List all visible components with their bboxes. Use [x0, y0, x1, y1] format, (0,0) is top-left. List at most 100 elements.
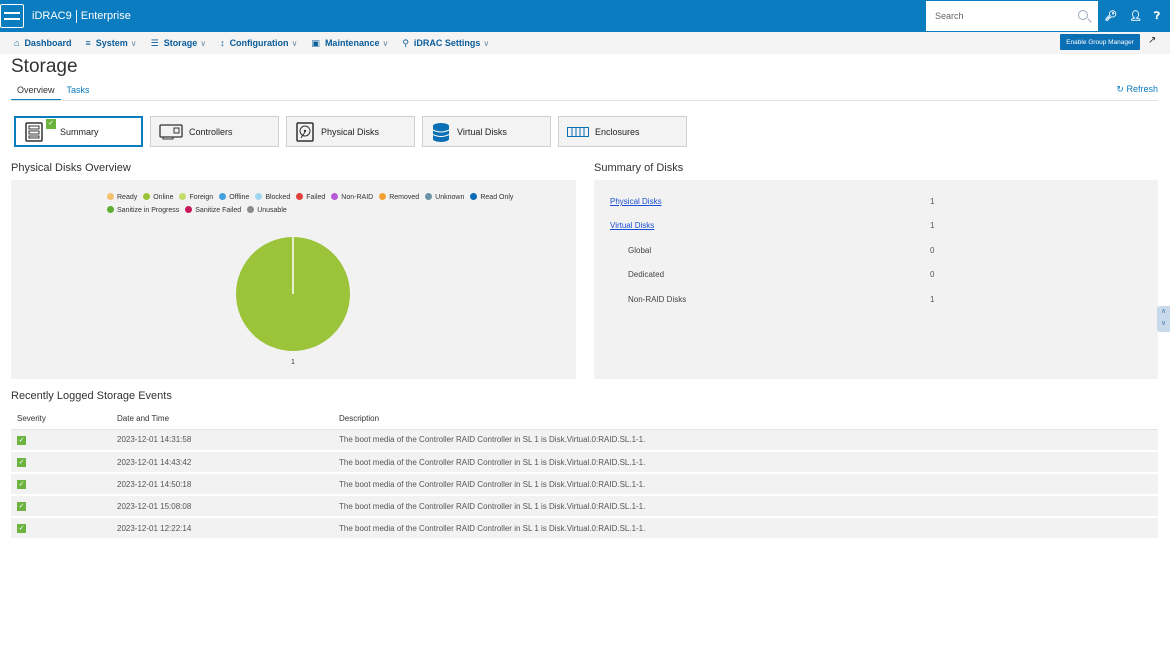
sliders-icon: ↕ — [220, 38, 225, 48]
legend-label: Unusable — [257, 207, 287, 214]
pie-data-label: 1 — [291, 359, 295, 366]
tile-enclosures[interactable]: Enclosures — [558, 116, 687, 147]
chevron-down-icon: ∨ — [382, 38, 389, 48]
virtual-disks-link[interactable]: Virtual Disks — [610, 221, 655, 230]
legend-label: Blocked — [265, 194, 291, 201]
refresh-label: Refresh — [1126, 84, 1158, 94]
summary-row-global: Global 0 — [610, 246, 934, 255]
nav-configuration[interactable]: ↕ Configuration ∨ — [220, 38, 297, 48]
legend-label: Non-RAID — [341, 194, 374, 201]
legend-swatch — [296, 193, 304, 200]
nav-idrac-settings[interactable]: ⚲ iDRAC Settings ∨ — [402, 38, 489, 49]
description-cell: The boot media of the Controller RAID Co… — [333, 495, 1158, 518]
nav-storage[interactable]: ☰ Storage ∨ — [151, 38, 206, 49]
summary-of-disks-panel: Physical Disks 1 Virtual Disks 1 Global … — [594, 180, 1158, 379]
legend-swatch — [331, 193, 339, 200]
legend-swatch — [255, 193, 263, 200]
brand[interactable]: iDRAC9 Enterprise — [0, 0, 131, 32]
storage-events-title: Recently Logged Storage Events — [11, 390, 172, 402]
table-row[interactable]: ✓ 2023-12-01 14:31:58 The boot media of th… — [11, 429, 1158, 452]
legend-label: Failed — [306, 194, 326, 201]
non-raid-label: Non-RAID Disks — [628, 295, 687, 304]
legend-item: Non-RAID — [331, 191, 373, 204]
enclosure-icon — [567, 122, 589, 142]
virtual-disks-count: 1 — [930, 221, 935, 230]
search-input[interactable] — [935, 11, 1075, 21]
nav-label: System — [95, 38, 128, 48]
legend-item: Foreign — [179, 191, 213, 204]
column-severity[interactable]: Severity — [11, 409, 111, 430]
severity-ok-icon: ✓ — [17, 502, 26, 511]
legend-swatch — [247, 206, 255, 213]
legend-item: Ready — [107, 191, 137, 204]
wrench-icon: ▣ — [311, 37, 320, 48]
chevron-down-icon: ∨ — [130, 38, 137, 48]
physical-disks-pie-chart: 1 — [236, 237, 350, 366]
summary-icon — [24, 121, 44, 142]
server-logo-icon — [0, 4, 24, 28]
tile-summary[interactable]: ✓ Summary — [14, 116, 143, 147]
side-scroll-handle[interactable]: ∧ ∨ — [1157, 306, 1170, 332]
table-row[interactable]: ✓ 2023-12-01 14:43:42 The boot media of th… — [11, 451, 1158, 474]
tile-physical-disks[interactable]: Physical Disks — [286, 116, 415, 147]
physical-disks-link[interactable]: Physical Disks — [610, 197, 662, 206]
nav-system[interactable]: ≡ System ∨ — [85, 38, 136, 48]
table-row[interactable]: ✓ 2023-12-01 15:08:08 The boot media of th… — [11, 495, 1158, 518]
global-count: 0 — [930, 246, 935, 255]
storage-tiles: ✓ Summary Controllers Physical Disks Vir… — [14, 116, 687, 147]
pie-legend: Ready Online Foreign Offline Blocked Failed No… — [107, 191, 567, 217]
tile-label: Enclosures — [595, 126, 640, 137]
legend-row: Ready Online Foreign Offline Blocked Failed No… — [107, 191, 567, 204]
global-label: Global — [628, 246, 652, 255]
non-raid-count: 1 — [930, 295, 935, 304]
tab-overview[interactable]: Overview — [11, 85, 61, 101]
nav-label: Maintenance — [324, 38, 380, 48]
enable-group-manager-button[interactable]: Enable Group Manager — [1060, 34, 1140, 50]
header-actions: 🔑︎ 👤︎ ❓︎ — [1105, 0, 1160, 32]
search-icon[interactable] — [1078, 10, 1088, 20]
datetime-cell: 2023-12-01 14:43:42 — [111, 451, 333, 474]
legend-swatch — [185, 206, 193, 213]
severity-cell: ✓ — [11, 495, 111, 518]
column-description[interactable]: Description — [333, 409, 1158, 430]
physical-disk-icon — [295, 121, 315, 142]
table-row[interactable]: ✓ 2023-12-01 12:22:14 The boot media of th… — [11, 517, 1158, 540]
help-icon[interactable]: ❓︎ — [1153, 10, 1160, 22]
tile-label: Controllers — [189, 126, 233, 137]
column-date-time[interactable]: Date and Time — [111, 409, 333, 430]
tab-tasks[interactable]: Tasks — [66, 85, 90, 95]
description-cell: The boot media of the Controller RAID Co… — [333, 517, 1158, 540]
severity-ok-icon: ✓ — [17, 524, 26, 533]
legend-item: Failed — [296, 191, 325, 204]
legend-label: Online — [153, 194, 174, 201]
tabs-divider — [11, 100, 1158, 101]
legend-label: Foreign — [189, 194, 214, 201]
legend-label: Offline — [229, 194, 250, 201]
pin-icon[interactable]: ↗ — [1148, 35, 1157, 46]
legend-label: Sanitize Failed — [195, 207, 242, 214]
tile-label: Virtual Disks — [457, 126, 507, 137]
user-icon[interactable]: 👤︎ — [1129, 10, 1142, 22]
server-icon: ≡ — [85, 38, 91, 48]
nav-label: iDRAC Settings — [413, 38, 481, 48]
product-name: iDRAC9 — [32, 10, 72, 22]
refresh-link[interactable]: ↻ Refresh — [1116, 84, 1158, 95]
nav-dashboard[interactable]: ⌂ Dashboard — [14, 38, 71, 48]
events-body: ✓ 2023-12-01 14:31:58 The boot media of th… — [11, 429, 1158, 540]
severity-cell: ✓ — [11, 429, 111, 452]
legend-label: Sanitize in Progress — [117, 207, 180, 214]
key-icon[interactable]: 🔑︎ — [1104, 10, 1118, 22]
database-icon: ☰ — [150, 37, 159, 48]
summary-row-dedicated: Dedicated 0 — [610, 270, 934, 279]
legend-swatch — [425, 193, 433, 200]
tile-controllers[interactable]: Controllers — [150, 116, 279, 147]
severity-ok-icon: ✓ — [17, 458, 26, 467]
legend-item: Offline — [219, 191, 249, 204]
physical-disks-overview-panel: Ready Online Foreign Offline Blocked Failed No… — [11, 180, 576, 379]
table-row[interactable]: ✓ 2023-12-01 14:50:18 The boot media of th… — [11, 473, 1158, 496]
legend-item: Blocked — [255, 191, 290, 204]
datetime-cell: 2023-12-01 14:31:58 — [111, 429, 333, 452]
virtual-disk-icon — [431, 122, 451, 142]
nav-maintenance[interactable]: ▣ Maintenance ∨ — [311, 38, 388, 49]
tile-virtual-disks[interactable]: Virtual Disks — [422, 116, 551, 147]
